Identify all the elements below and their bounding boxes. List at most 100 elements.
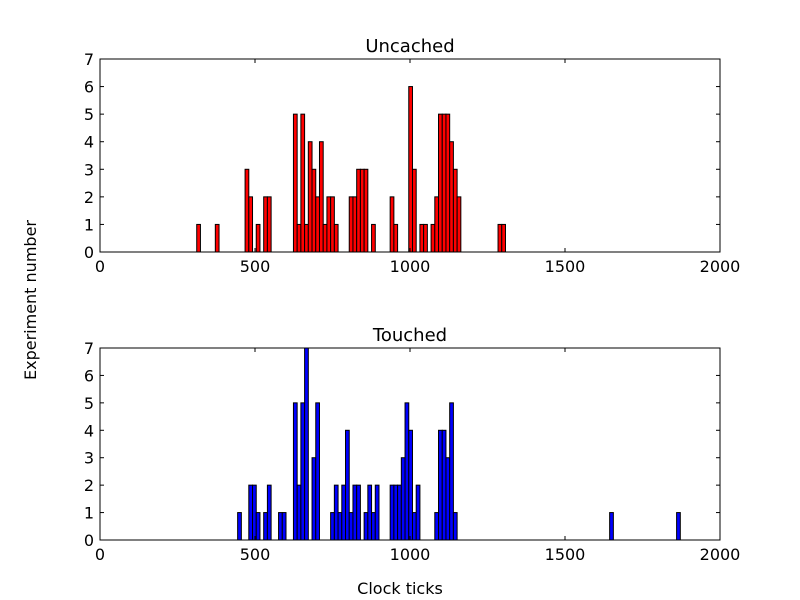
- y-tick-label: 3: [84, 449, 94, 468]
- histogram-bar: [330, 196, 335, 253]
- histogram-bar: [311, 168, 317, 253]
- histogram-bar: [419, 223, 425, 253]
- histogram-bar: [244, 168, 250, 253]
- histogram-bar: [449, 402, 454, 541]
- histogram-bar: [445, 113, 451, 253]
- chart-title: Uncached: [365, 36, 454, 57]
- histogram-bar: [415, 484, 421, 541]
- x-tick-label: 1500: [545, 545, 586, 564]
- histogram-bar: [341, 484, 347, 541]
- histogram-bar: [359, 168, 365, 253]
- histogram-bar: [300, 402, 306, 541]
- histogram-bar: [452, 512, 458, 541]
- histogram-bar: [445, 457, 451, 541]
- x-tick-label: 0: [95, 545, 105, 564]
- histogram-bar: [296, 223, 302, 253]
- chart-title: Touched: [372, 325, 447, 346]
- histogram-bar: [318, 141, 324, 253]
- histogram-bar: [501, 223, 506, 253]
- histogram-bar: [330, 512, 335, 541]
- histogram-bar: [248, 196, 254, 253]
- histogram-bar: [356, 168, 361, 253]
- touched-histogram-panel: 0 500 1000 1500 2000 0 1 2 3 4 5 6 7 Touched: [84, 325, 741, 564]
- uncached-histogram-panel: 0 500 1000 1500 2000 0 1 2 3 4 5 6 7 Uncached: [84, 36, 741, 276]
- histogram-bar: [248, 484, 254, 541]
- histogram-bar: [411, 168, 417, 253]
- histogram-bar: [371, 223, 376, 253]
- y-axis-label: Experiment number: [21, 220, 40, 380]
- y-tick-label: 4: [84, 133, 94, 152]
- y-tick-label: 4: [84, 421, 94, 440]
- histogram-bar: [497, 223, 503, 253]
- histogram-bar: [292, 113, 298, 253]
- histogram-bar: [333, 484, 339, 541]
- histogram-bar: [304, 223, 309, 253]
- histogram-bar: [255, 512, 261, 541]
- histogram-bar: [255, 223, 261, 253]
- histogram-bar: [296, 484, 302, 541]
- x-tick-label: 500: [240, 257, 271, 276]
- y-tick-label: 5: [84, 105, 94, 124]
- histogram-bar: [315, 196, 320, 253]
- histogram-bar: [348, 512, 354, 541]
- histogram-bar: [389, 484, 395, 541]
- x-tick-label: 1500: [545, 257, 586, 276]
- histogram-bar: [393, 484, 399, 541]
- histogram-bar: [292, 402, 298, 541]
- y-tick-label: 3: [84, 160, 94, 179]
- histogram-bar: [337, 512, 343, 541]
- histogram-bar: [441, 113, 447, 253]
- histogram-bar: [263, 512, 268, 541]
- histogram-bar: [452, 168, 458, 253]
- histogram-bar: [408, 86, 413, 253]
- histogram-bar: [311, 457, 317, 541]
- x-tick-label: 1000: [390, 545, 431, 564]
- y-tick-label: 6: [84, 366, 94, 385]
- histogram-bar: [397, 484, 402, 541]
- y-tick-label: 7: [84, 339, 94, 358]
- histogram-bar: [352, 484, 358, 541]
- histogram-bar: [430, 223, 436, 253]
- y-tick-label: 5: [84, 394, 94, 413]
- histogram-bar: [356, 484, 361, 541]
- histogram-bar: [456, 196, 462, 253]
- histogram-bar: [371, 512, 376, 541]
- histogram-bar: [348, 196, 354, 253]
- histogram-bar: [438, 429, 443, 541]
- histogram-bar: [266, 196, 272, 253]
- histogram-bar: [434, 512, 440, 541]
- histogram-bar: [367, 484, 373, 541]
- histogram-bar: [304, 347, 309, 541]
- x-tick-label: 500: [240, 545, 271, 564]
- histogram-bar: [404, 402, 410, 541]
- histogram-bar: [300, 113, 306, 253]
- histogram-bar: [449, 141, 454, 253]
- histogram-bar: [408, 429, 413, 541]
- histogram-bar: [389, 196, 395, 253]
- histogram-bar: [278, 512, 283, 541]
- histogram-bar: [393, 223, 399, 253]
- histogram-bar: [345, 429, 350, 541]
- histogram-bar: [363, 168, 369, 253]
- histogram-bar: [374, 484, 380, 541]
- histogram-bar: [352, 196, 358, 253]
- histogram-bar: [423, 223, 428, 253]
- x-tick-label: 0: [95, 257, 105, 276]
- y-tick-label: 2: [84, 476, 94, 495]
- y-tick-label: 7: [84, 50, 94, 69]
- histogram-bar: [333, 223, 339, 253]
- histogram-bar: [307, 141, 313, 253]
- histogram-bar: [214, 223, 220, 253]
- histogram-bar: [434, 196, 440, 253]
- histogram-bar: [263, 196, 268, 253]
- histogram-bar: [315, 402, 320, 541]
- histogram-bar: [438, 113, 443, 253]
- y-tick-label: 2: [84, 188, 94, 207]
- y-tick-label: 1: [84, 215, 94, 234]
- histogram-bar: [363, 512, 369, 541]
- histogram-bar: [252, 484, 257, 541]
- histogram-bar: [196, 223, 201, 253]
- histogram-bar: [281, 512, 287, 541]
- histogram-bar: [411, 512, 417, 541]
